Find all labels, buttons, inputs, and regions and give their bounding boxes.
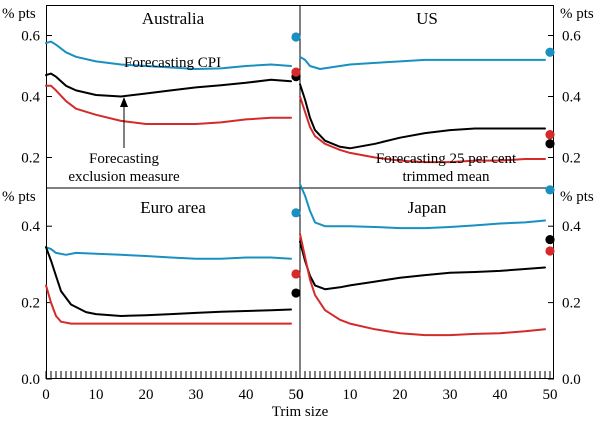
unit-label-top-right: % pts — [560, 6, 594, 22]
annotation-trimmed-line2: trimmed mean — [402, 169, 490, 185]
dot-cpi-us — [545, 47, 555, 57]
dot-exclusion-japan — [545, 234, 555, 245]
series-line-exclusion-us — [299, 83, 546, 150]
axis-ticks: 0.2 0.4 0.6 0.2 0.4 0.6 0.0 0.2 0.4 0.0 0.2 0.4 0 10 2… — [21, 29, 581, 404]
y-tick-label: 0.2 — [21, 151, 40, 167]
series-line-exclusion-australia — [45, 72, 292, 98]
unit-label-bottom-left: % pts — [2, 189, 36, 205]
series-line-exclusion-japan — [299, 240, 546, 291]
x-tick-label: 40 — [493, 387, 508, 403]
series-line-trimmed-euro — [45, 284, 292, 325]
dot-exclusion-us — [545, 139, 555, 149]
annotation-exclusion-line2: exclusion measure — [68, 169, 180, 185]
x-tick-label: 50 — [289, 387, 304, 403]
y-tick-label: 0.4 — [562, 90, 581, 106]
series-lines — [45, 40, 546, 337]
y-tick-label: 0.6 — [21, 29, 40, 45]
x-tick-label: 0 — [42, 387, 50, 403]
dot-trimmed-euro — [291, 269, 301, 279]
unit-label-top-left: % pts — [2, 6, 36, 22]
x-tick-label: 10 — [343, 387, 358, 403]
x-axis-label: Trim size — [272, 404, 329, 420]
dot-cpi-euro — [291, 208, 301, 218]
annotation-cpi: Forecasting CPI — [124, 55, 221, 71]
x-tick-label: 20 — [139, 387, 154, 403]
series-line-cpi-us — [299, 55, 546, 70]
x-tick-label: 30 — [443, 387, 458, 403]
annotation-exclusion-arrowhead — [120, 97, 128, 107]
y-tick-label: 0.6 — [562, 29, 581, 45]
y-tick-label: 0.4 — [21, 219, 40, 235]
y-tick-label: 0.2 — [21, 296, 40, 312]
x-tick-label: 10 — [89, 387, 104, 403]
series-line-exclusion-euro — [45, 246, 292, 317]
y-tick-label: 0.4 — [21, 90, 40, 106]
panel-title-euro-area: Euro area — [140, 198, 206, 217]
x-tick-label: 50 — [543, 387, 558, 403]
series-line-trimmed-japan — [299, 232, 546, 337]
series-line-trimmed-australia — [45, 84, 292, 125]
x-tick-label: 20 — [393, 387, 408, 403]
series-line-cpi-japan — [299, 183, 546, 230]
y-tick-label: 0.2 — [562, 296, 581, 312]
annotation-trimmed-line1: Forecasting 25 per cent — [376, 151, 517, 167]
panel-title-australia: Australia — [142, 9, 205, 28]
dot-cpi-japan — [545, 185, 555, 195]
panel-title-us: US — [416, 9, 438, 28]
y-tick-label: 0.2 — [562, 151, 581, 167]
dot-trimmed-australia — [291, 67, 301, 77]
x-tick-label: 30 — [189, 387, 204, 403]
dot-cpi-australia — [291, 32, 301, 42]
y-tick-label: 0.0 — [562, 372, 581, 388]
series-line-cpi-euro — [45, 246, 292, 260]
annotation-exclusion-line1: Forecasting — [89, 151, 159, 167]
dot-trimmed-us — [545, 130, 555, 140]
series-line-cpi-australia — [45, 40, 292, 70]
dot-exclusion-euro — [291, 288, 301, 298]
unit-label-bottom-right: % pts — [560, 189, 594, 205]
y-tick-label: 0.0 — [21, 372, 40, 388]
panel-title-japan: Japan — [408, 198, 447, 217]
x-tick-label: 40 — [239, 387, 254, 403]
x-tick-label: 0 — [296, 387, 304, 403]
series-line-trimmed-us — [299, 95, 546, 164]
dot-trimmed-japan — [545, 246, 555, 256]
series-endpoint-dots — [291, 32, 555, 298]
y-tick-label: 0.4 — [562, 219, 581, 235]
